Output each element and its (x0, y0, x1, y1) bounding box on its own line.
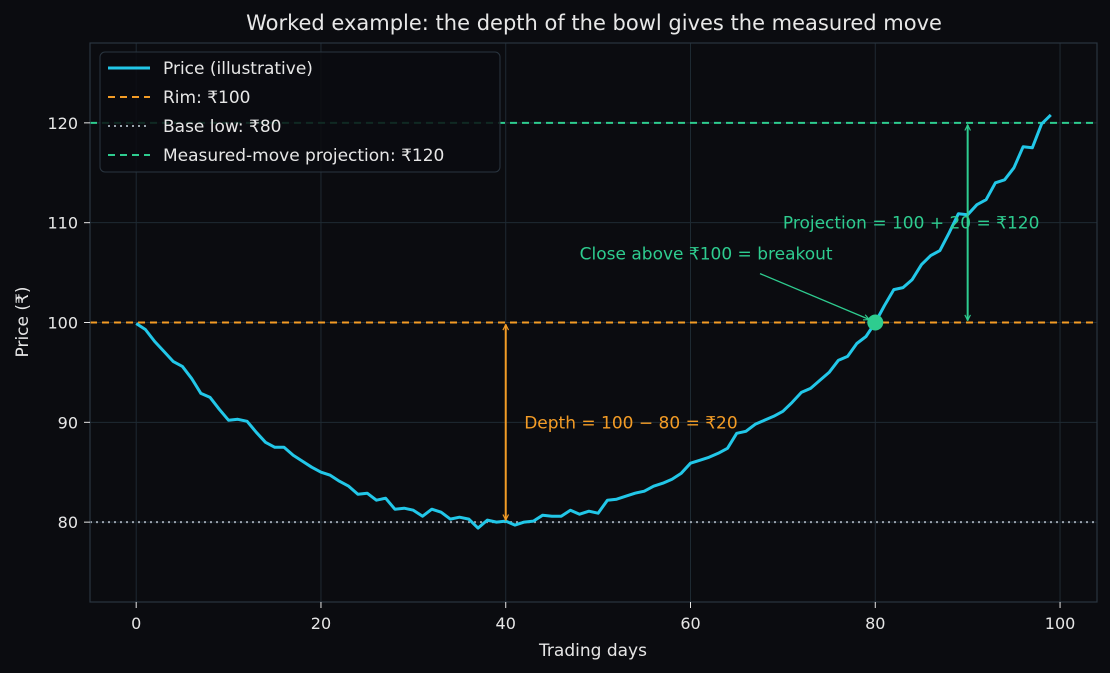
x-tick-label: 0 (131, 614, 141, 633)
y-tick-label: 80 (58, 513, 78, 532)
x-tick-label: 60 (680, 614, 700, 633)
legend-label: Measured-move projection: ₹120 (163, 146, 444, 166)
legend-label: Base low: ₹80 (163, 117, 281, 137)
x-tick-label: 100 (1045, 614, 1076, 633)
x-axis-label: Trading days (538, 641, 647, 661)
legend-item-rim: Rim: ₹100 (108, 88, 251, 108)
breakout-label: Close above ₹100 = breakout (580, 245, 833, 265)
y-tick-label: 120 (47, 114, 78, 133)
breakout-point (867, 314, 884, 331)
legend-item-base-low: Base low: ₹80 (108, 117, 281, 137)
x-tick-label: 80 (865, 614, 885, 633)
legend-label: Price (illustrative) (163, 59, 313, 79)
breakout-arrow (759, 273, 869, 320)
chart-title: Worked example: the depth of the bowl gi… (246, 11, 942, 35)
y-axis-label: Price (₹) (13, 287, 33, 358)
price-line (135, 113, 1052, 530)
x-tick-label: 40 (496, 614, 516, 633)
x-tick-label: 20 (311, 614, 331, 633)
legend-item-price: Price (illustrative) (108, 59, 313, 79)
depth-label: Depth = 100 − 80 = ₹20 (524, 413, 737, 433)
projection-label: Projection = 100 + 20 = ₹120 (783, 214, 1040, 234)
y-tick-label: 100 (47, 314, 78, 333)
legend: Price (illustrative) Rim: ₹100 Base low: ₹… (99, 51, 501, 173)
legend-label: Rim: ₹100 (163, 88, 251, 108)
legend-box (99, 51, 501, 173)
plot-area: Depth = 100 − 80 = ₹20 Projection = 100 +… (47, 42, 1098, 633)
y-tick-label: 110 (47, 214, 78, 233)
legend-item-projection: Measured-move projection: ₹120 (108, 146, 444, 166)
y-tick-label: 90 (58, 413, 78, 432)
